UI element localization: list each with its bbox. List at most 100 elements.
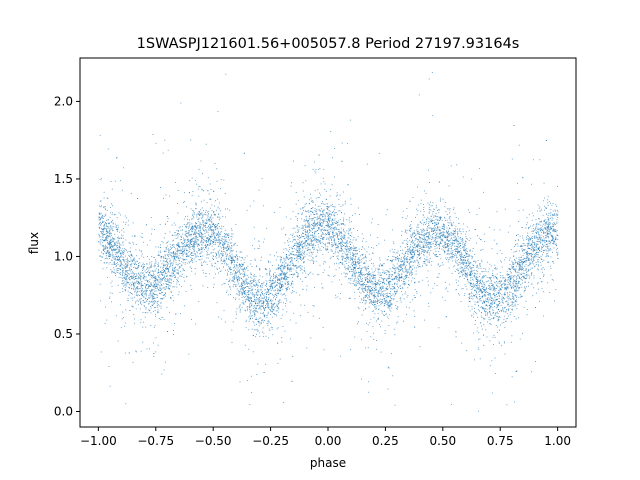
data-point	[545, 208, 547, 209]
data-point	[337, 224, 339, 226]
data-point	[160, 257, 162, 259]
data-point	[207, 217, 209, 219]
data-point	[174, 256, 176, 258]
data-point	[532, 251, 534, 253]
data-point	[330, 249, 332, 251]
data-point	[450, 221, 452, 223]
data-point	[345, 263, 347, 264]
data-point	[504, 306, 506, 308]
data-point	[516, 283, 518, 285]
data-point	[274, 285, 276, 287]
data-point	[128, 273, 130, 275]
data-point	[168, 249, 170, 251]
data-point	[209, 227, 211, 229]
data-point	[310, 211, 312, 213]
data-point	[435, 222, 437, 224]
data-point	[539, 250, 541, 252]
data-point	[343, 217, 345, 219]
data-point	[144, 298, 146, 300]
data-point	[317, 218, 319, 220]
data-point	[358, 283, 360, 285]
data-point	[481, 277, 483, 279]
data-point	[342, 191, 344, 193]
data-point	[385, 293, 387, 294]
data-point	[528, 259, 530, 261]
data-point	[174, 322, 176, 324]
data-point	[377, 300, 378, 302]
data-point	[441, 239, 443, 241]
data-point	[505, 287, 507, 289]
data-point	[360, 271, 361, 273]
data-point	[175, 264, 177, 266]
data-point	[185, 225, 186, 227]
data-point	[480, 306, 482, 308]
data-point	[166, 249, 168, 250]
data-point	[304, 165, 306, 167]
data-point	[190, 240, 192, 242]
data-point	[492, 336, 494, 338]
data-point	[460, 233, 462, 235]
data-point	[471, 286, 473, 288]
data-point	[350, 239, 351, 241]
data-point	[272, 285, 274, 287]
data-point	[143, 241, 145, 243]
data-point	[317, 227, 319, 228]
data-point	[476, 279, 478, 281]
data-point	[145, 298, 147, 299]
data-point	[192, 213, 194, 215]
data-point	[377, 298, 379, 300]
data-point	[424, 221, 426, 223]
data-point	[330, 256, 332, 258]
data-point	[319, 216, 321, 218]
data-point	[320, 250, 322, 252]
data-point	[489, 263, 491, 265]
data-point	[255, 336, 257, 338]
data-point	[171, 224, 173, 226]
data-point	[256, 284, 258, 286]
data-point	[469, 212, 471, 213]
data-point	[551, 279, 553, 280]
data-point	[518, 258, 520, 260]
data-point	[522, 267, 524, 268]
data-point	[463, 278, 465, 280]
data-point	[416, 256, 418, 258]
data-point	[257, 311, 259, 313]
data-point	[163, 279, 165, 281]
data-point	[373, 271, 375, 273]
data-point	[277, 282, 279, 284]
data-point	[494, 295, 495, 296]
data-point	[365, 278, 367, 280]
data-point	[113, 262, 115, 264]
data-point	[375, 283, 377, 285]
data-point	[250, 305, 252, 307]
data-point	[144, 316, 146, 318]
data-point	[388, 314, 390, 316]
data-point	[201, 244, 203, 246]
data-point	[269, 278, 271, 280]
data-point	[115, 248, 117, 250]
data-point	[131, 235, 133, 237]
data-point	[403, 264, 405, 266]
data-point	[406, 257, 407, 259]
data-point	[456, 250, 458, 252]
data-point	[113, 256, 115, 258]
data-point	[217, 251, 219, 253]
data-point	[503, 322, 505, 324]
data-point	[262, 301, 264, 303]
data-point	[401, 252, 403, 254]
data-point	[427, 239, 429, 241]
data-point	[106, 226, 108, 227]
data-point	[543, 240, 545, 242]
data-point	[348, 248, 350, 250]
data-point	[199, 236, 201, 238]
data-point	[506, 273, 508, 275]
data-point	[531, 245, 533, 246]
data-point	[129, 267, 130, 269]
data-point	[419, 246, 421, 248]
data-point	[426, 244, 428, 246]
data-point	[479, 297, 481, 299]
data-point	[445, 287, 447, 289]
data-point	[212, 229, 214, 231]
data-point	[164, 254, 166, 256]
data-point	[463, 248, 464, 250]
